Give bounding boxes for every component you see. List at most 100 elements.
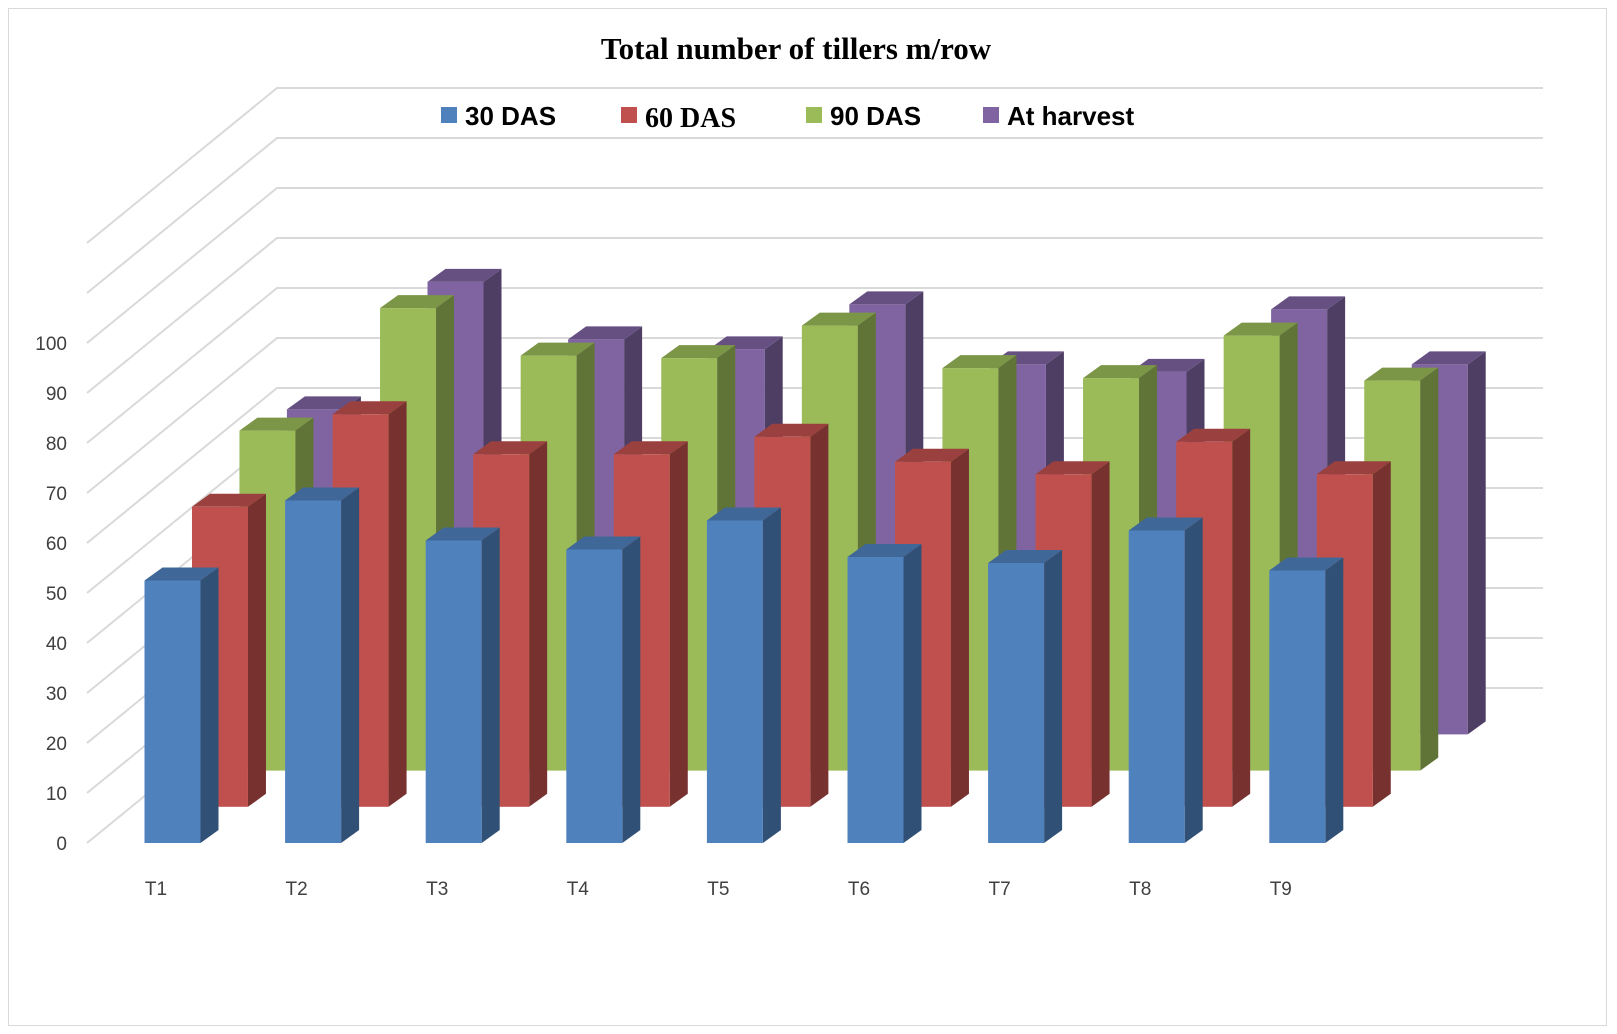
bar-top [1083, 365, 1158, 379]
chart-title: Total number of tillers m/row [601, 31, 992, 66]
bar-top [473, 441, 548, 455]
y-tick-label: 10 [46, 784, 67, 805]
bar-30-das-t5 [706, 507, 781, 843]
bar-top [425, 527, 500, 541]
bar-top [1035, 461, 1110, 475]
x-axis: T1 T2 T3 T4 T5 T6 T7 T8 T9 [145, 879, 1292, 900]
chart: Total number of tillers m/row 30 DAS 60 D… [35, 31, 1543, 900]
bar-at-harvest-t9 [1411, 351, 1486, 735]
bar-30-das-t6 [847, 544, 922, 843]
bar-side [669, 441, 688, 807]
y-tick-label: 70 [46, 484, 67, 505]
bar-top [144, 567, 219, 581]
legend-label: 30 DAS [465, 101, 556, 131]
x-tick-label: T6 [848, 879, 870, 900]
y-tick-label: 80 [46, 434, 67, 455]
legend-swatch [983, 107, 999, 123]
bar-top [286, 396, 361, 410]
bar-top [706, 507, 781, 521]
bar-side [1372, 461, 1391, 807]
bar-side [1467, 351, 1486, 735]
bar-top [847, 544, 922, 557]
bar-side [622, 536, 641, 843]
bar-30-das-t8 [1128, 517, 1203, 843]
bar-top [520, 342, 595, 356]
y-tick-label: 50 [46, 584, 67, 605]
bar-side [1184, 517, 1203, 843]
bar-front [566, 549, 623, 843]
x-tick-label: T7 [989, 879, 1011, 900]
legend-label: At harvest [1007, 101, 1134, 131]
x-tick-label: T3 [426, 879, 448, 900]
bar-top [1271, 296, 1346, 310]
gridline [86, 287, 1543, 444]
gridline [86, 187, 1543, 344]
bar-side [247, 493, 266, 807]
bar-side [481, 527, 500, 843]
x-tick-label: T4 [567, 879, 590, 900]
bar-side [950, 448, 969, 807]
bar-60-das-t4 [613, 441, 688, 807]
bar-top [1316, 461, 1391, 475]
legend-item: 30 DAS [441, 101, 556, 131]
x-tick-label: T9 [1270, 879, 1292, 900]
bar-side [903, 544, 922, 843]
legend-item: At harvest [983, 101, 1134, 131]
y-tick-label: 0 [56, 834, 67, 855]
bar-side [341, 487, 360, 843]
bar-30-das-t9 [1269, 557, 1344, 843]
x-tick-label: T1 [145, 879, 167, 900]
legend-swatch [806, 107, 822, 123]
bar-side [1091, 461, 1110, 807]
bar-top [285, 487, 360, 501]
legend-label: 60 DAS [645, 103, 736, 134]
x-tick-label: T2 [286, 879, 308, 900]
bar-top [427, 268, 502, 282]
bar-30-das-t4 [566, 536, 641, 843]
y-tick-label: 20 [46, 734, 67, 755]
bar-front [988, 563, 1045, 843]
legend-label: 90 DAS [830, 101, 921, 131]
bar-top [191, 493, 266, 507]
y-tick-label: 100 [35, 334, 67, 355]
y-tick-label: 60 [46, 534, 67, 555]
chart-frame: Total number of tillers m/row 30 DAS 60 D… [8, 8, 1607, 1026]
bar-top [613, 441, 688, 455]
legend-item: 60 DAS [621, 103, 736, 134]
bar-top [332, 401, 407, 415]
bar-side [388, 401, 407, 807]
legend: 30 DAS 60 DAS 90 DAS At harvest [441, 101, 1134, 134]
bar-side [529, 441, 548, 807]
bar-front [144, 580, 201, 843]
y-axis: 0 10 20 30 40 50 60 70 80 90 100 [35, 334, 67, 855]
bar-top [1223, 322, 1298, 336]
bar-top [801, 312, 876, 326]
bar-side [1420, 367, 1439, 771]
bar-top [1269, 557, 1344, 571]
bar-front [1128, 530, 1185, 843]
bar-top [1411, 351, 1486, 365]
bar-30-das-t3 [425, 527, 500, 843]
bar-top [661, 345, 736, 359]
bar-top [380, 295, 455, 309]
bar-top [754, 423, 829, 437]
bar-top [894, 448, 969, 462]
bar-top [568, 326, 643, 340]
y-tick-label: 30 [46, 684, 67, 705]
bar-30-das-t7 [988, 550, 1063, 843]
bar-front [285, 500, 342, 843]
x-tick-label: T5 [707, 879, 729, 900]
y-tick-label: 90 [46, 384, 67, 405]
gridline [86, 137, 1543, 294]
y-tick-label: 40 [46, 634, 67, 655]
bar-top [849, 291, 924, 305]
bar-front [706, 520, 763, 843]
bar-front [847, 557, 904, 843]
bar-top [1128, 517, 1203, 531]
bar-top [239, 417, 314, 431]
gridline [86, 87, 1543, 244]
bars [144, 268, 1486, 843]
bar-top [566, 536, 641, 550]
bar-top [988, 550, 1063, 563]
gridline [86, 237, 1543, 394]
